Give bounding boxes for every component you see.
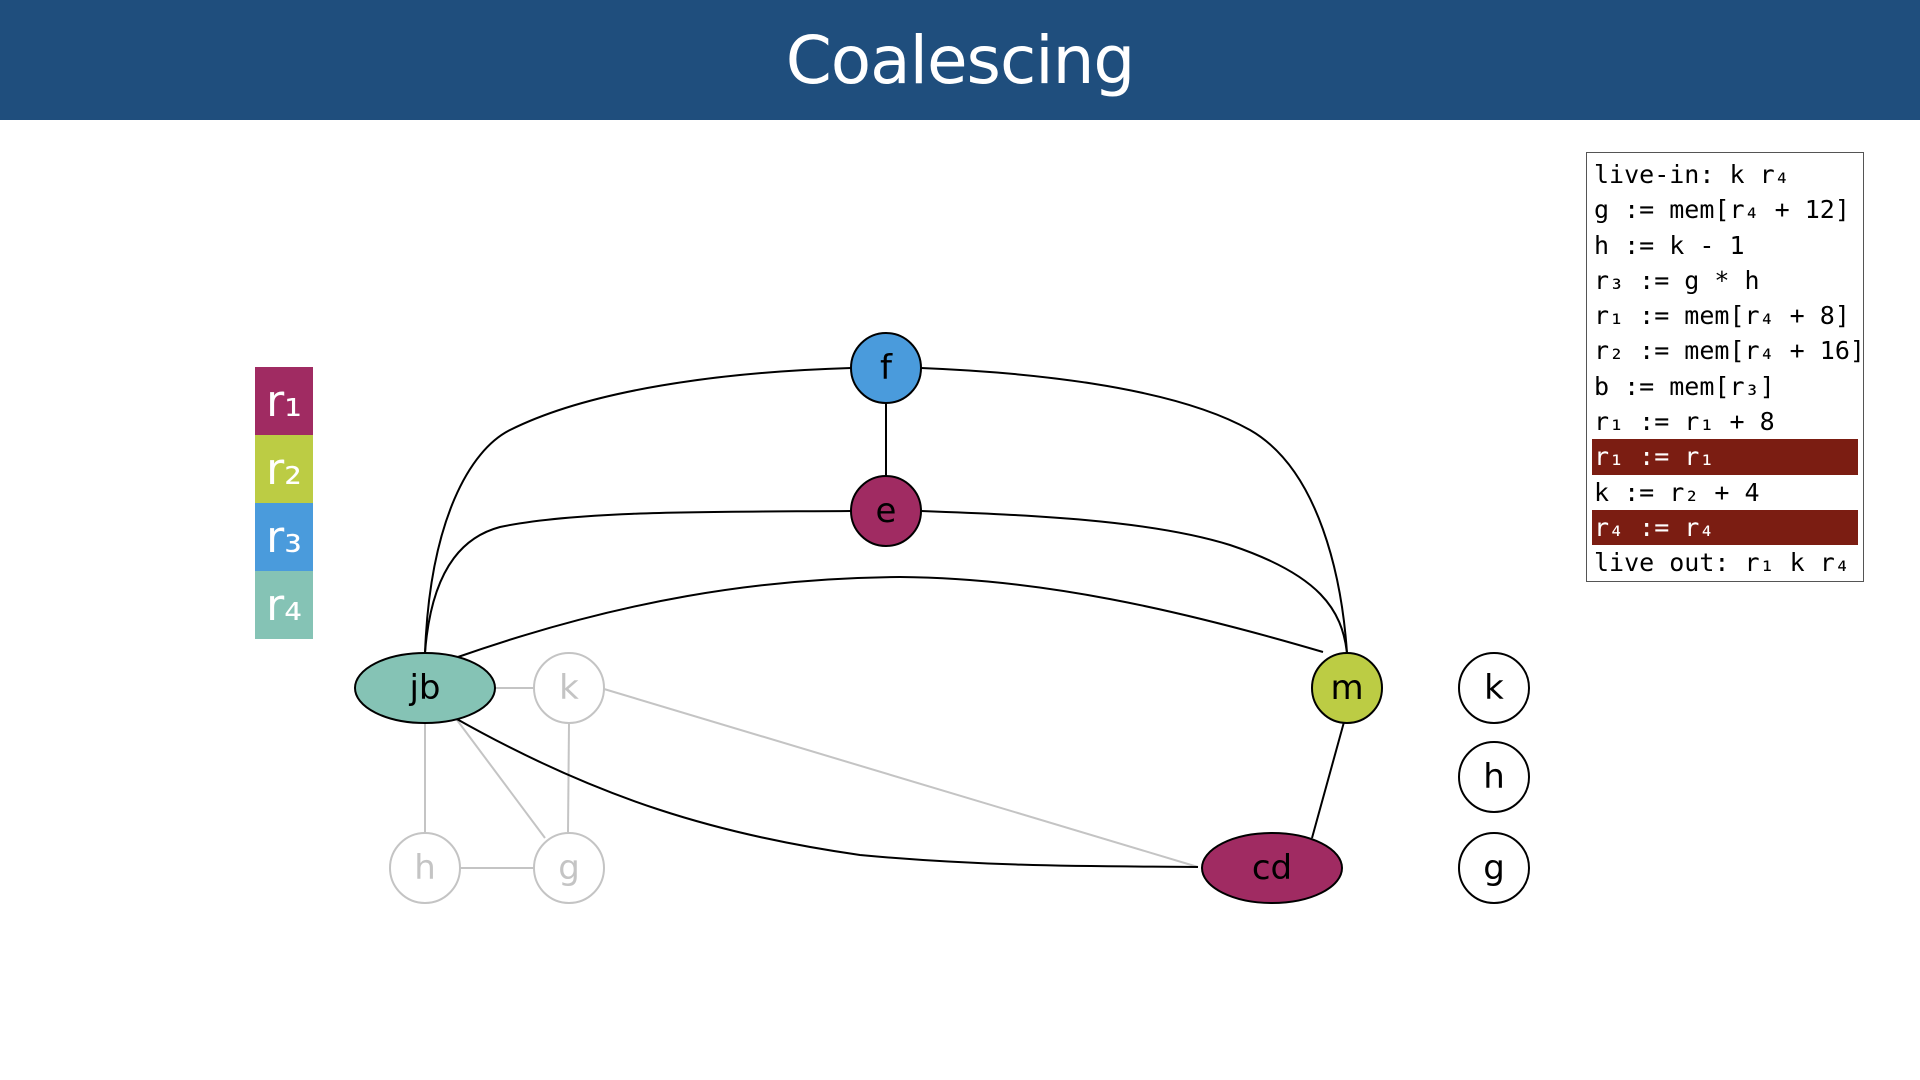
node-g-faded-label: g (558, 848, 580, 888)
node-e (850, 475, 922, 547)
node-e-label: e (876, 491, 897, 531)
code-line: r₁ := r₁ + 8 (1594, 407, 1775, 437)
node-h-faded (389, 832, 461, 904)
code-line: h := k - 1 (1594, 230, 1745, 260)
slide-title: Coalescing (785, 21, 1136, 99)
node-jb (354, 652, 496, 724)
edge-jb-m (454, 575, 1324, 659)
edge-jb-e (424, 510, 852, 654)
legend-r2-label: r₂ (266, 443, 302, 495)
code-line-highlighted: r₄ := r₄ (1592, 509, 1858, 546)
edge-jb-f (424, 367, 852, 654)
node-f-label: f (880, 348, 893, 388)
node-m-label: m (1330, 668, 1363, 708)
legend-r3: r₃ (255, 503, 313, 571)
code-line: r₁ := mem[r₄ + 8] (1594, 301, 1850, 331)
legend-r4-label: r₄ (266, 579, 302, 631)
edge-jb-g (456, 719, 546, 839)
node-k-stack (1458, 652, 1530, 724)
edge-m-cd (1311, 721, 1345, 839)
code-line: b := mem[r₃] (1594, 371, 1775, 401)
node-m (1311, 652, 1383, 724)
edge-jb-cd (454, 717, 1199, 868)
node-f (850, 332, 922, 404)
code-line: live out: r₁ k r₄ (1594, 548, 1850, 578)
edges (424, 367, 1348, 868)
legend-r4: r₄ (255, 571, 313, 639)
legend-r2: r₂ (255, 435, 313, 503)
legend-r1: r₁ (255, 367, 313, 435)
code-line: g := mem[r₄ + 12] (1594, 195, 1850, 225)
node-cd-label: cd (1252, 848, 1292, 888)
node-k-faded-label: k (559, 668, 579, 708)
node-k-stack-label: k (1484, 668, 1504, 708)
edge-f-m (920, 367, 1348, 654)
title-bar: Coalescing (0, 0, 1920, 120)
code-line: r₃ := g * h (1594, 265, 1760, 295)
code-listing: live-in: k r₄ g := mem[r₄ + 12] h := k -… (1586, 152, 1865, 582)
node-k-faded (533, 652, 605, 724)
node-cd (1201, 832, 1343, 904)
node-h-stack (1458, 741, 1530, 813)
register-legend: r₁ r₂ r₃ r₄ (255, 367, 313, 639)
legend-r1-label: r₁ (266, 375, 302, 427)
code-line-highlighted: r₁ := r₁ (1592, 439, 1858, 475)
faded-edges (424, 687, 1199, 869)
node-h-stack-label: h (1483, 757, 1505, 797)
node-jb-label: jb (408, 668, 440, 708)
edge-k-cd (603, 688, 1199, 868)
code-line: r₂ := mem[r₄ + 16] (1594, 336, 1865, 366)
edge-e-m (920, 510, 1348, 654)
legend-r3-label: r₃ (266, 511, 302, 563)
code-line: live-in: k r₄ (1594, 160, 1790, 189)
edge-k-g (567, 722, 570, 833)
node-h-faded-label: h (414, 848, 436, 888)
node-g-stack-label: g (1483, 848, 1505, 888)
node-g-stack (1458, 832, 1530, 904)
node-g-faded (533, 832, 605, 904)
code-line: k := r₂ + 4 (1594, 477, 1760, 507)
